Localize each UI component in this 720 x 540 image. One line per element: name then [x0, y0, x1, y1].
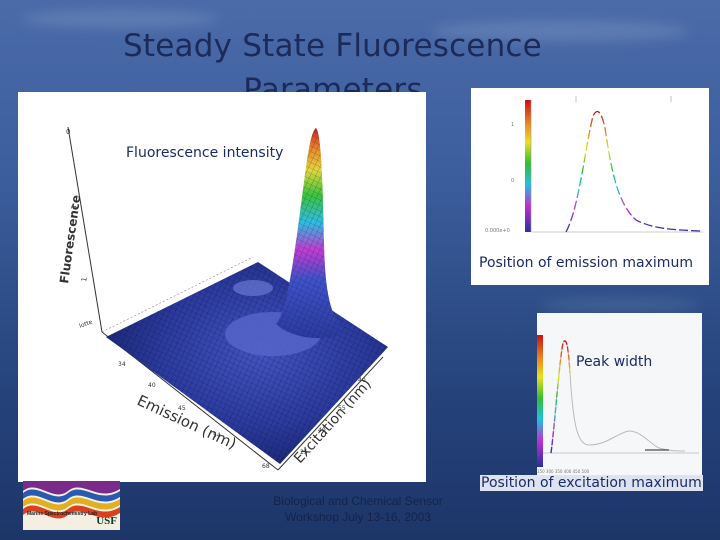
slide-title-line1: Steady State Fluorescence: [123, 28, 542, 64]
svg-text:0: 0: [66, 128, 70, 136]
svg-text:lotte: lotte: [78, 318, 94, 329]
label-emission-maximum: Position of emission maximum: [479, 255, 693, 271]
sky-streak: [430, 20, 690, 42]
svg-text:1: 1: [511, 122, 514, 128]
excitation-spectrum-svg: 0 150 300 350 400 450 500: [527, 335, 699, 474]
sky-streak: [20, 10, 220, 28]
emission-colorbar: [525, 100, 531, 232]
z-axis-line: [67, 126, 103, 333]
svg-text:3: 3: [70, 205, 79, 211]
svg-text:25: 25: [300, 449, 308, 456]
label-fluorescence-intensity: Fluorescence intensity: [126, 145, 284, 161]
logo-text: Marine Spectrochemistry Lab: [27, 511, 98, 517]
svg-text:68: 68: [262, 463, 270, 470]
svg-text:150 300 350 400 450: 150 300 350 400 450 500: [537, 469, 590, 474]
excitation-colorbar: [537, 335, 543, 467]
svg-text:1: 1: [80, 277, 89, 283]
sky-streak: [540, 300, 700, 310]
svg-text:0.000e+0: 0.000e+0: [485, 228, 510, 234]
svg-text:45: 45: [178, 405, 186, 412]
footer-line2: Workshop July 13-16, 2003: [285, 510, 431, 524]
emission-spectrum-svg: 1 0 0.000e+0: [485, 96, 703, 234]
label-peak-width: Peak width: [576, 354, 653, 370]
svg-text:0: 0: [511, 178, 514, 184]
emission-curve: [565, 110, 702, 233]
main-3d-plot: 0 3 1 lotte 34 40 45 54 68 40 55 40 25 F…: [18, 92, 426, 482]
excitation-spectrum-plot: 0 150 300 350 400 450 500: [527, 313, 702, 475]
surface-plot-svg: 0 3 1 lotte 34 40 45 54 68 40 55 40 25 F…: [57, 126, 388, 471]
svg-text:55: 55: [338, 405, 346, 412]
svg-text:40: 40: [358, 377, 366, 384]
emission-spectrum-plot: 1 0 0.000e+0: [471, 88, 709, 285]
svg-text:40: 40: [148, 382, 156, 389]
z-axis-label: Fluorescence: [57, 194, 83, 284]
label-excitation-maximum: Position of excitation maximum: [480, 475, 703, 491]
svg-text:40: 40: [318, 427, 326, 434]
wave-icon: [23, 481, 120, 519]
slide-footer: Biological and Chemical Sensor Workshop …: [258, 493, 458, 525]
svg-text:54: 54: [213, 432, 221, 439]
y-axis-line: [277, 356, 384, 471]
excitation-curve: [550, 340, 686, 454]
footer-line1: Biological and Chemical Sensor: [273, 494, 443, 508]
lab-logo: Marine Spectrochemistry Lab USF: [23, 481, 120, 530]
logo-usf: USF: [96, 515, 117, 527]
svg-text:34: 34: [118, 361, 126, 368]
